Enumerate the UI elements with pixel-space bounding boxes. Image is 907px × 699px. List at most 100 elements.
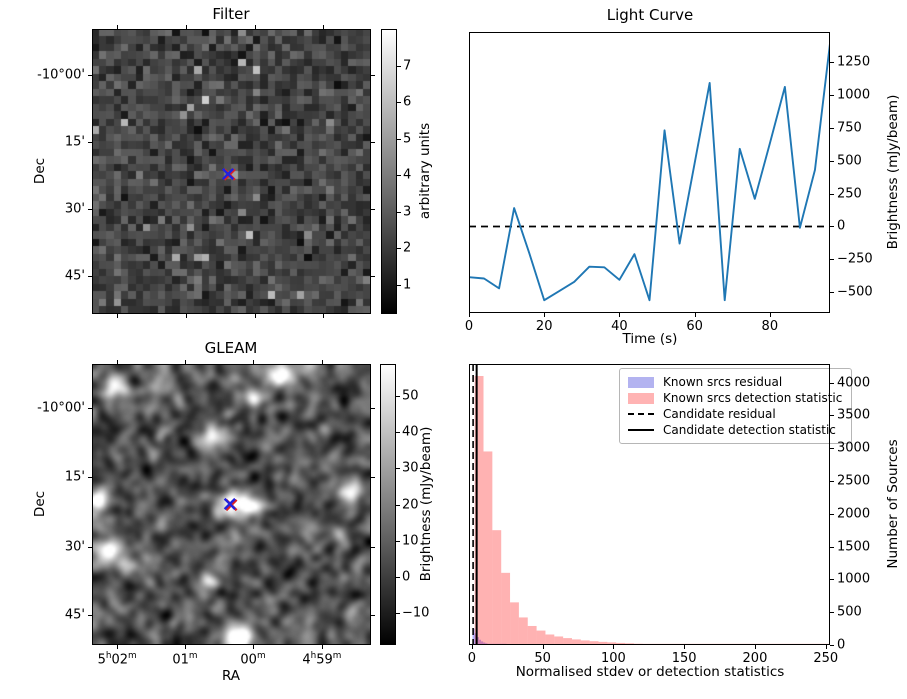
legend-label: Candidate residual — [663, 407, 776, 421]
tick-label: 30' — [64, 201, 85, 217]
tick-label: 0 — [467, 651, 476, 666]
tick-label: 01m — [172, 651, 198, 668]
known-detection-bar — [518, 617, 528, 645]
tick-mark — [117, 645, 119, 649]
tick-mark — [830, 579, 834, 581]
tick-mark — [542, 645, 544, 649]
tick-label: −500 — [837, 284, 873, 300]
histogram-panel: Known srcs residual Known srcs detection … — [469, 364, 853, 645]
tick-label: 40 — [611, 319, 628, 334]
tick-label: 10 — [402, 533, 419, 549]
known-detection-bar — [748, 643, 758, 645]
tick-mark — [371, 209, 375, 211]
known-residual-bar — [481, 641, 484, 645]
tick-mark — [830, 612, 834, 614]
tick-label: 60 — [686, 319, 703, 334]
tick-mark — [830, 480, 834, 482]
tick-mark — [619, 313, 621, 317]
tick-mark — [371, 408, 375, 410]
tick-label: 7 — [403, 58, 412, 74]
known-detection-bar — [580, 640, 590, 645]
known-detection-bar — [802, 643, 811, 645]
tick-label: 80 — [761, 319, 779, 334]
tick-label: 15' — [64, 134, 85, 150]
tick-mark — [397, 102, 401, 104]
gleam-colorbar — [380, 364, 396, 645]
tick-mark — [371, 74, 375, 76]
tick-mark — [396, 396, 400, 398]
tick-label: 1500 — [837, 539, 871, 555]
tick-label: 2 — [403, 240, 412, 256]
tick-label: −10 — [402, 605, 430, 621]
known-detection-bar — [793, 643, 803, 645]
tick-label: -10°00' — [37, 400, 85, 416]
tick-label: 1 — [403, 277, 412, 293]
tick-mark — [88, 74, 92, 76]
known-detection-bar — [784, 643, 794, 645]
tick-label: 50 — [402, 388, 419, 404]
tick-mark — [544, 313, 546, 317]
known-detection-bar — [616, 642, 626, 645]
tick-mark — [88, 141, 92, 143]
known-detection-bar — [571, 639, 581, 645]
legend-label: Known srcs residual — [663, 375, 783, 389]
tick-label: 1000 — [837, 571, 871, 587]
tick-label: −250 — [837, 251, 873, 267]
tick-mark — [769, 313, 771, 317]
tick-mark — [469, 313, 470, 317]
known-detection-bar — [589, 641, 599, 645]
tick-mark — [254, 25, 256, 29]
tick-mark — [694, 313, 696, 317]
tick-mark — [830, 513, 834, 515]
tick-mark — [396, 504, 400, 506]
tick-label: 750 — [837, 120, 862, 136]
tick-mark — [321, 360, 323, 364]
tick-mark — [186, 314, 188, 318]
tick-mark — [396, 540, 400, 542]
tick-label: 30 — [402, 460, 419, 476]
tick-label: 40 — [402, 424, 419, 440]
tick-label: 1000 — [837, 87, 871, 103]
tick-mark — [830, 292, 834, 294]
tick-label: 1250 — [837, 54, 871, 70]
tick-label: 5 — [403, 131, 412, 147]
gleam-title: GLEAM — [204, 339, 258, 357]
tick-label: -10°00' — [37, 67, 85, 83]
tick-mark — [830, 226, 834, 228]
tick-mark — [397, 138, 401, 140]
tick-mark — [88, 614, 92, 616]
tick-mark — [471, 645, 473, 649]
tick-mark — [396, 576, 400, 578]
tick-mark — [371, 276, 375, 278]
legend-line-solid — [628, 429, 654, 431]
tick-mark — [88, 546, 92, 548]
light-curve-line — [469, 43, 830, 302]
gleam-xlabel: RA — [221, 668, 241, 684]
tick-label: 00m — [240, 651, 266, 668]
tick-label: 3000 — [837, 440, 871, 456]
legend-item: Candidate detection statistic — [628, 422, 842, 438]
known-detection-bar — [766, 643, 776, 645]
filter-colorbar — [381, 29, 397, 314]
candidate-marker-gleam — [223, 497, 238, 512]
tick-label: 30' — [64, 539, 85, 555]
tick-label: 4h59m — [302, 651, 342, 668]
known-detection-bar — [757, 643, 767, 645]
tick-mark — [830, 193, 834, 195]
tick-mark — [830, 645, 834, 646]
tick-mark — [754, 645, 756, 649]
legend-line-dashed — [628, 413, 654, 415]
known-detection-bar — [501, 572, 511, 645]
tick-mark — [371, 546, 375, 548]
tick-mark — [684, 645, 686, 649]
tick-mark — [830, 94, 834, 96]
tick-label: 3 — [403, 204, 412, 220]
tick-label: 2500 — [837, 473, 871, 489]
tick-mark — [397, 284, 401, 286]
tick-mark — [830, 546, 834, 548]
tick-label: 0 — [464, 319, 474, 334]
known-detection-bar — [713, 643, 723, 645]
known-residual-bar — [483, 642, 486, 645]
known-residual-bar — [476, 637, 479, 645]
